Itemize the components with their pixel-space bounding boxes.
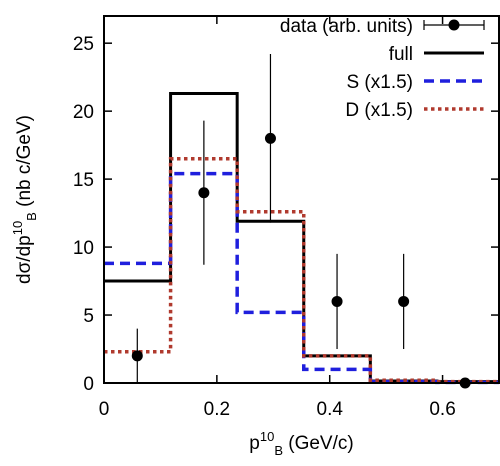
series-layer [104, 91, 499, 385]
legend-label: S (x1.5) [346, 72, 413, 93]
data-point [331, 295, 343, 307]
x-tick-label: 0.4 [317, 399, 344, 420]
y-tick-label: 10 [73, 238, 94, 259]
y-tick-label: 20 [73, 102, 94, 123]
x-axis-label: p10B (GeV/c) [249, 429, 353, 458]
y-tick-label: 25 [73, 34, 94, 55]
data-point [398, 295, 410, 307]
data-point [264, 132, 276, 144]
series-line [104, 156, 499, 384]
y-axis-ticks: 0 5 10 15 20 25 [73, 34, 499, 395]
x-tick-label: 0 [99, 399, 110, 420]
series-line [104, 91, 499, 384]
data-point [198, 187, 210, 199]
x-tick-label: 0.2 [204, 399, 230, 420]
y-tick-label: 15 [73, 170, 94, 191]
data-point [131, 350, 143, 362]
legend-swatch-marker [448, 19, 460, 31]
plot-frame [103, 15, 500, 384]
legend-label: data (arb. units) [280, 16, 413, 37]
y-tick-label: 0 [83, 374, 94, 395]
y-tick-label: 5 [83, 306, 94, 327]
data-points-layer [131, 54, 471, 389]
legend-label: full [389, 44, 413, 65]
y-axis-label: dσ/dp10B (nb c/GeV) [10, 115, 39, 284]
legend-label: D (x1.5) [345, 100, 413, 121]
x-tick-label: 0.6 [429, 399, 455, 420]
x-axis-ticks: 0 0.2 0.4 0.6 [99, 16, 456, 420]
legend: data (arb. units) full S (x1.5) D (x1.5) [280, 16, 485, 121]
